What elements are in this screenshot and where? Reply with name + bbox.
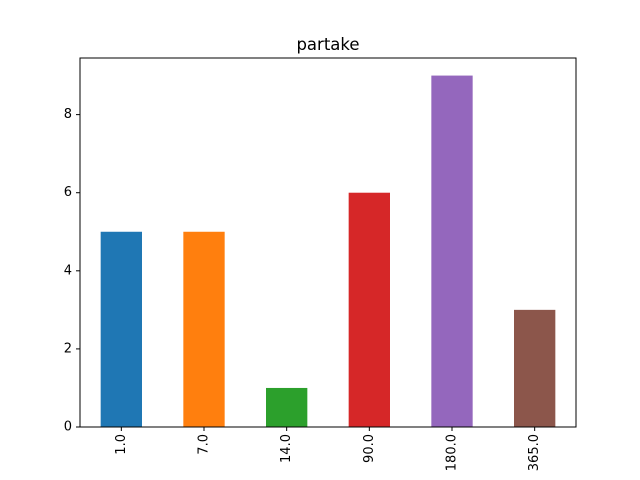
bar-365.0 — [514, 309, 556, 427]
bars-group — [100, 75, 556, 428]
plot-frame — [79, 57, 577, 428]
x-tick-label: 365.0 — [527, 434, 542, 471]
x-tick-label: 1.0 — [114, 434, 129, 455]
x-tick-label: 14.0 — [279, 434, 294, 463]
bar-14.0 — [266, 387, 308, 427]
y-tick-label: 0 — [64, 420, 72, 435]
x-axis: 1.0 7.0 14.0 90.0 180.0 365.0 — [114, 427, 542, 471]
y-tick-label: 4 — [64, 263, 72, 278]
bar-180.0 — [431, 75, 473, 428]
bar-90.0 — [348, 192, 390, 427]
y-axis: 0 2 4 6 8 — [64, 107, 80, 435]
y-tick-label: 2 — [64, 341, 72, 356]
x-tick-label: 90.0 — [362, 434, 377, 463]
chart-title: partake — [296, 35, 359, 54]
y-tick-label: 8 — [64, 107, 72, 122]
y-tick-label: 6 — [64, 185, 72, 200]
x-tick-label: 7.0 — [197, 434, 212, 455]
bar-7.0 — [183, 231, 225, 427]
x-tick-label: 180.0 — [445, 434, 460, 471]
bar-1.0 — [100, 231, 142, 427]
